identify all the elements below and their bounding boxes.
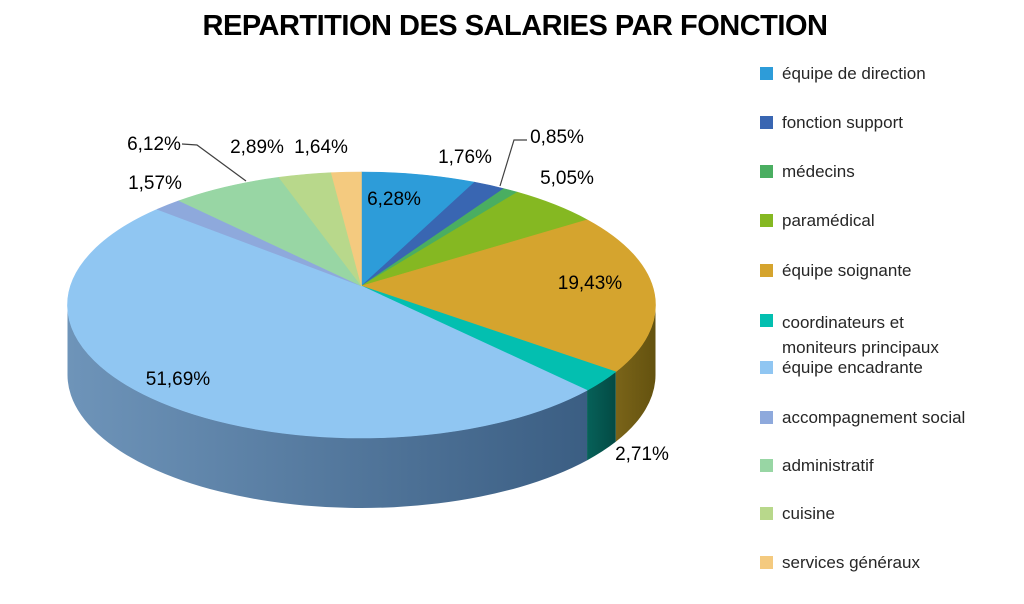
- legend-swatch-icon: [760, 314, 773, 327]
- data-label-0[interactable]: 6,28%: [367, 189, 421, 210]
- legend-swatch-icon: [760, 459, 773, 472]
- legend-item-7[interactable]: accompagnement social: [760, 407, 965, 429]
- legend-label: administratif: [782, 456, 874, 475]
- legend-label: équipe de direction: [782, 64, 926, 83]
- legend-swatch-icon: [760, 214, 773, 227]
- pie-side-walls: [67, 305, 656, 508]
- legend-swatch-icon: [760, 67, 773, 80]
- data-label-4[interactable]: 19,43%: [558, 273, 623, 294]
- legend-item-2[interactable]: médecins: [760, 161, 855, 183]
- legend-label: équipe soignante: [782, 261, 912, 280]
- data-label-1[interactable]: 1,76%: [438, 147, 492, 168]
- data-label-3[interactable]: 5,05%: [540, 168, 594, 189]
- data-label-9[interactable]: 2,89%: [230, 137, 284, 158]
- legend-label: services généraux: [782, 553, 920, 572]
- data-label-6[interactable]: 51,69%: [146, 369, 211, 390]
- pie-slice-side-5[interactable]: [587, 371, 616, 461]
- legend-item-4[interactable]: équipe soignante: [760, 260, 912, 282]
- legend-label: cuisine: [782, 504, 835, 523]
- legend-swatch-icon: [760, 556, 773, 569]
- data-label-2[interactable]: 0,85%: [530, 127, 584, 148]
- legend-item-0[interactable]: équipe de direction: [760, 63, 926, 85]
- legend-swatch-icon: [760, 361, 773, 374]
- legend-item-3[interactable]: paramédical: [760, 210, 875, 232]
- legend-item-6[interactable]: équipe encadrante: [760, 357, 923, 379]
- data-labels: 6,28% 1,76% 0,85% 5,05% 19,43% 2,71% 51,69% 1,5…: [127, 127, 669, 465]
- legend-swatch-icon: [760, 165, 773, 178]
- label-leader-lines: [181, 139, 527, 187]
- legend-label: médecins: [782, 162, 855, 181]
- legend-swatch-icon: [760, 116, 773, 129]
- legend-item-5[interactable]: coordinateurs et moniteurs principaux: [760, 310, 964, 360]
- pie-slice-top-4[interactable]: [361, 219, 656, 373]
- legend-label: équipe encadrante: [782, 358, 923, 377]
- data-label-8[interactable]: 6,12%: [127, 134, 181, 155]
- leader-line-8: [181, 143, 247, 182]
- legend-label: paramédical: [782, 211, 875, 230]
- data-label-10[interactable]: 1,64%: [294, 137, 348, 158]
- data-label-7[interactable]: 1,57%: [128, 173, 182, 194]
- pie-slice-top-10[interactable]: [330, 171, 362, 287]
- legend-label: coordinateurs et moniteurs principaux: [782, 313, 939, 357]
- legend-label: fonction support: [782, 113, 903, 132]
- pie-top-slices: [67, 171, 656, 439]
- pie-slice-top-0[interactable]: [361, 171, 475, 287]
- legend-swatch-icon: [760, 507, 773, 520]
- pie-slice-side-4[interactable]: [615, 305, 656, 442]
- legend-item-10[interactable]: services généraux: [760, 552, 920, 574]
- chart-title[interactable]: REPARTITION DES SALARIES PAR FONCTION: [202, 10, 828, 42]
- pie-slice-side-6[interactable]: [67, 305, 588, 508]
- leader-line-2: [499, 139, 527, 187]
- pie-slice-top-6[interactable]: [67, 209, 588, 439]
- legend-swatch-icon: [760, 264, 773, 277]
- legend-item-9[interactable]: cuisine: [760, 503, 835, 525]
- legend-item-8[interactable]: administratif: [760, 455, 874, 477]
- data-label-5[interactable]: 2,71%: [615, 444, 669, 465]
- legend-item-1[interactable]: fonction support: [760, 112, 903, 134]
- legend-swatch-icon: [760, 411, 773, 424]
- legend-label: accompagnement social: [782, 408, 966, 427]
